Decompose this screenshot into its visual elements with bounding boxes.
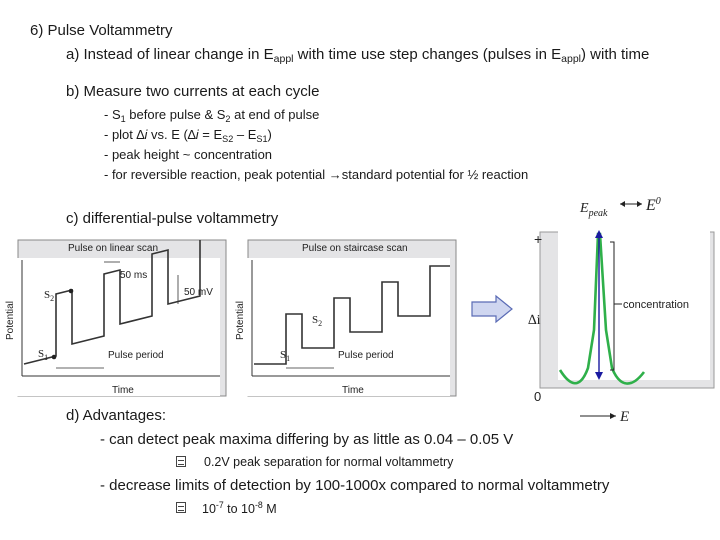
pulse-waveform: [23, 240, 201, 365]
checkbox-bullet-icon: [176, 456, 186, 467]
point-b-item-2: - plot ∆i vs. E (∆i = ES2 – ES1): [104, 127, 272, 144]
e0-label: E0: [645, 196, 661, 214]
figure-plot-area: [14, 258, 220, 396]
period-label: Pulse period: [338, 350, 394, 361]
annotation-50mv: 50 mV: [184, 287, 213, 298]
point-b-item-4: - for reversible reaction, peak potentia…: [104, 167, 529, 182]
staircase-waveform: [254, 265, 450, 365]
zero-label: 0: [534, 389, 541, 404]
label-s2: S2: [312, 314, 322, 328]
label-s1: S1: [38, 348, 48, 362]
slide-heading: 6) Pulse Voltammetry: [30, 22, 173, 39]
epeak-arrow-heads: [620, 201, 642, 207]
y-axis-label: Potential: [235, 301, 246, 340]
annotation-50ms: 50 ms: [120, 270, 147, 281]
y-axis-label: ∆i: [528, 313, 541, 328]
sample-point-s2: [68, 288, 74, 294]
epeak-label: Epeak: [579, 201, 608, 219]
figure-title: Pulse on staircase scan: [302, 243, 408, 254]
x-axis-label: E: [619, 409, 629, 425]
point-b-item-1: - S1 before pulse & S2 at end of pulse: [104, 107, 320, 124]
concentration-label: concentration: [623, 299, 689, 311]
figure-title: Pulse on linear scan: [68, 243, 158, 254]
point-c-title: c) differential-pulse voltammetry: [66, 210, 279, 227]
point-d-subitem-1: 0.2V peak separation for normal voltamme…: [204, 455, 454, 469]
figure-plot-area: [244, 258, 450, 396]
x-axis-label: Time: [342, 385, 364, 396]
point-d-subitem-2: 10-7 to 10-8 M: [202, 500, 277, 516]
transition-arrow: [471, 294, 513, 324]
x-axis-label: Time: [112, 385, 134, 396]
x-axis-arrowhead: [610, 413, 616, 419]
pulse-staircase-scan-figure: Pulse on staircase scan Potential Time S…: [235, 239, 457, 397]
period-label: Pulse period: [108, 350, 164, 361]
differential-peak-figure: Epeak E0 + ∆i 0 concentration E: [528, 196, 715, 425]
point-b-title: b) Measure two currents at each cycle: [66, 83, 320, 100]
point-a: a) Instead of linear change in Eappl wit…: [66, 46, 650, 65]
label-s2: S2: [44, 289, 54, 303]
point-b-item-3: - peak height ~ concentration: [104, 147, 273, 162]
peak-arrow-bottom: [595, 372, 603, 380]
sample-point-s1: [51, 354, 57, 360]
pulse-linear-scan-figure: Pulse on linear scan Potential Time 50 m…: [5, 239, 227, 397]
checkbox-bullet-icon: [176, 502, 186, 513]
peak-arrow-top: [595, 230, 603, 238]
y-axis-label: Potential: [5, 301, 16, 340]
label-s1: S1: [280, 349, 290, 363]
plus-sign: +: [534, 231, 542, 247]
point-d-item-2: - decrease limits of detection by 100-10…: [100, 477, 610, 494]
concentration-bracket: [610, 241, 615, 371]
point-d-title: d) Advantages:: [66, 407, 167, 424]
point-d-item-1: - can detect peak maxima differing by as…: [100, 431, 514, 448]
figure-plot-area: [558, 220, 710, 380]
